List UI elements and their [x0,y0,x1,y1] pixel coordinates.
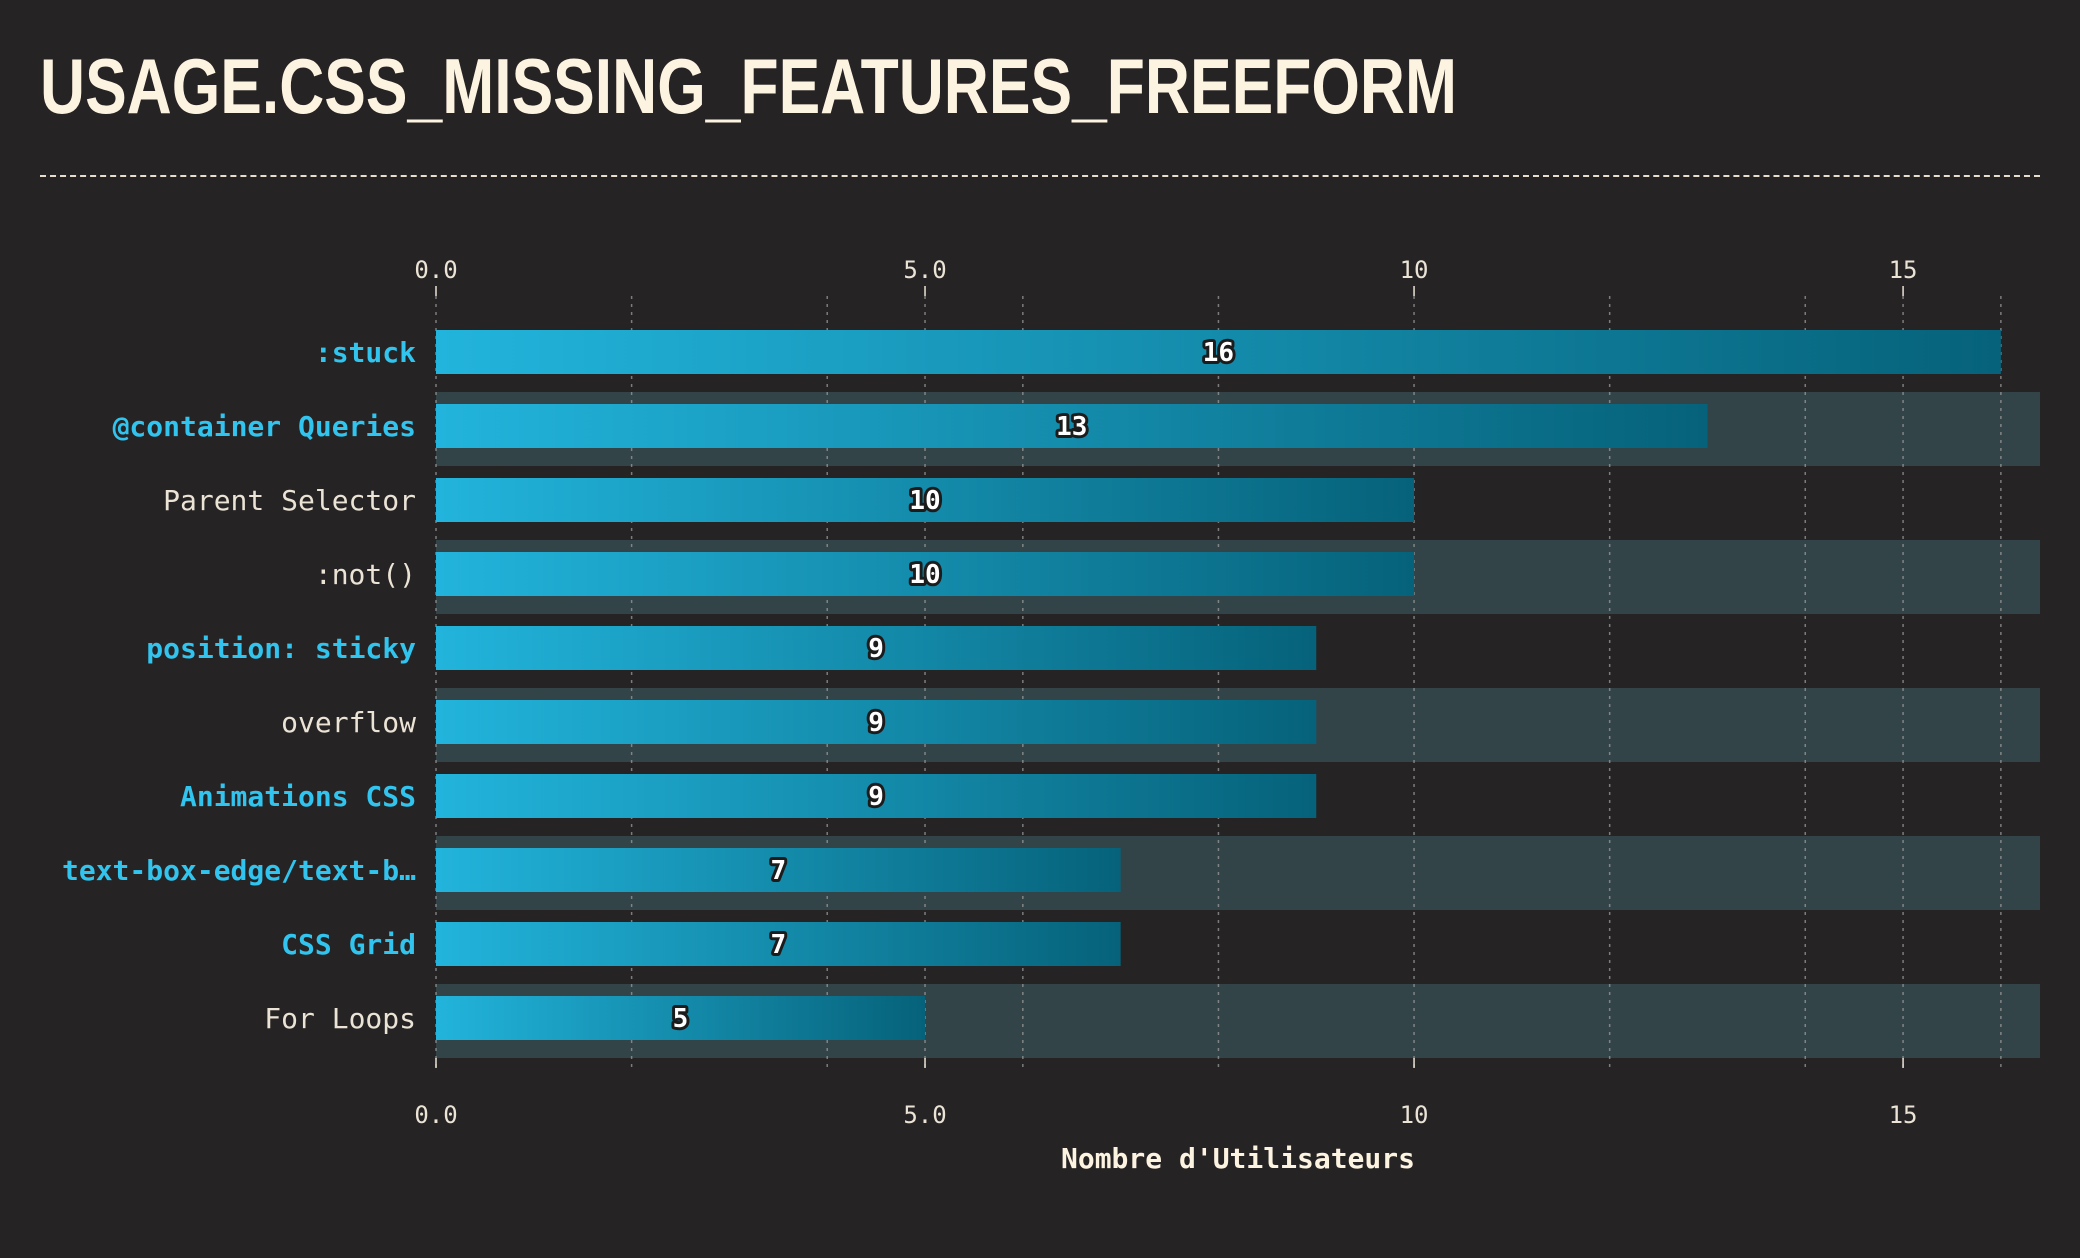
x-tick-label-bottom: 0.0 [414,1101,457,1129]
bar-value-label: 9 [868,782,884,812]
top-axis-ticks: 0.0 5.0 10 15 [414,256,1918,296]
x-tick-label-bottom: 5.0 [903,1101,946,1129]
bar [436,996,926,1040]
x-tick-label-bottom: 10 [1400,1101,1429,1129]
bar-value-label: 16 [1203,338,1234,368]
x-tick-label-top: 15 [1889,256,1918,284]
x-tick-label-top: 0.0 [414,256,457,284]
bar-value-label: 5 [673,1004,689,1034]
bars: 16 13 10 10 9 9 9 7 7 5 [436,330,2001,1040]
bar [436,478,1415,522]
x-axis-title: Nombre d'Utilisateurs [1061,1142,1415,1175]
bar [436,330,2001,374]
bar [436,922,1121,966]
bar [436,774,1317,818]
category-label: For Loops [264,1002,416,1035]
bar-value-label: 13 [1056,412,1087,442]
category-label: text-box-edge/text-b… [62,854,416,887]
bar-value-label: 9 [868,634,884,664]
category-label: overflow [281,706,416,739]
category-label: Parent Selector [163,484,416,517]
bar [436,848,1121,892]
bar-value-label: 7 [770,930,786,960]
category-label: :not() [315,558,416,591]
bar-value-label: 10 [909,560,940,590]
x-tick-label-top: 10 [1400,256,1429,284]
category-label: position: sticky [146,632,416,665]
bar-value-label: 10 [909,486,940,516]
bar-value-label: 7 [770,856,786,886]
category-label: CSS Grid [281,928,416,961]
x-tick-label-top: 5.0 [903,256,946,284]
bar [436,404,1708,448]
page-title: USAGE.CSS_MISSING_FEATURES_FREEFORM [40,42,1457,130]
category-label: :stuck [315,336,416,369]
category-labels: :stuck @container Queries Parent Selector:… [62,336,416,1035]
category-label: @container Queries [113,410,416,443]
x-tick-label-bottom: 15 [1889,1101,1918,1129]
bar [436,552,1415,596]
bar [436,700,1317,744]
bar-value-label: 9 [868,708,884,738]
title-divider [40,175,2040,177]
bottom-axis-ticks: 0.0 5.0 10 15 [414,1058,1918,1129]
category-label: Animations CSS [180,780,416,813]
bar [436,626,1317,670]
